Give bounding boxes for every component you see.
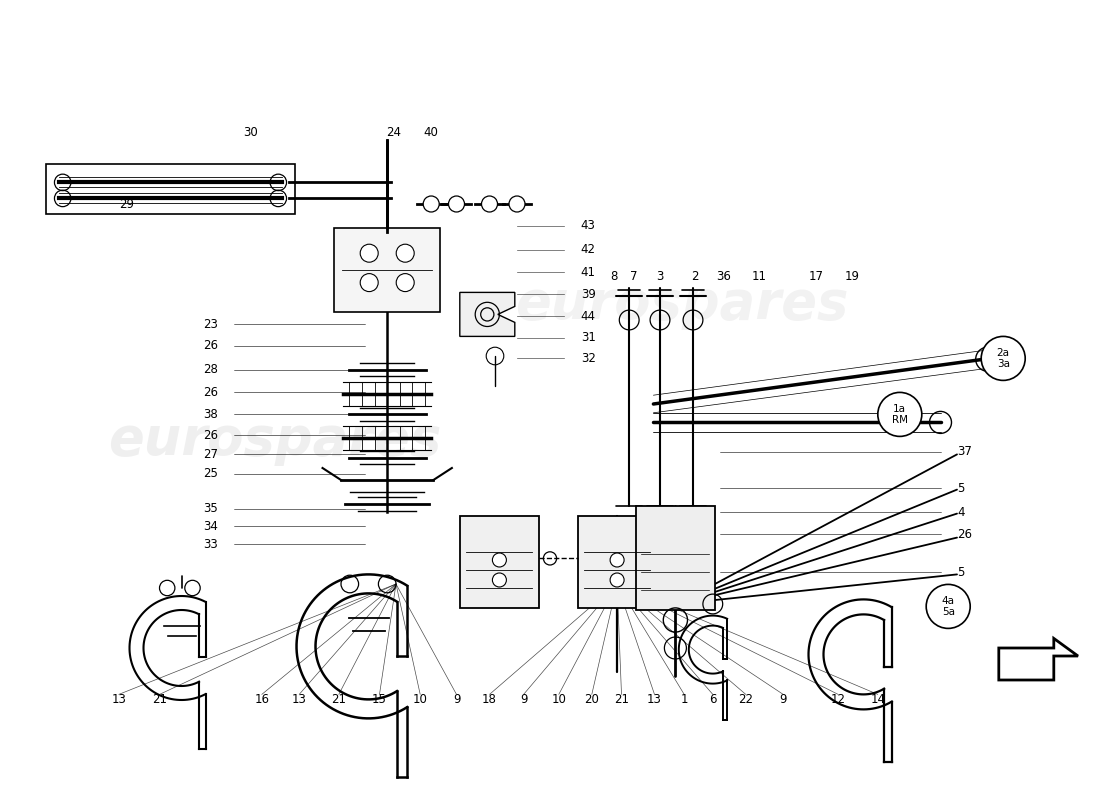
Text: 2: 2 [692, 270, 698, 283]
Circle shape [509, 196, 525, 212]
Circle shape [981, 336, 1025, 381]
Text: 10: 10 [412, 694, 428, 706]
Text: 5: 5 [957, 566, 965, 578]
Circle shape [396, 244, 415, 262]
Text: 11: 11 [751, 270, 767, 283]
Text: 21: 21 [614, 694, 629, 706]
Circle shape [424, 196, 439, 212]
Text: 42: 42 [581, 243, 596, 256]
Text: 10: 10 [551, 694, 566, 706]
Text: 13: 13 [292, 694, 307, 706]
Text: 23: 23 [202, 318, 218, 330]
Text: 39: 39 [581, 288, 596, 301]
Polygon shape [460, 293, 515, 336]
Text: 17: 17 [808, 270, 824, 283]
Text: 1a
RM: 1a RM [892, 403, 907, 426]
Text: 18: 18 [482, 694, 497, 706]
Bar [46, 164, 295, 214]
Bar [334, 228, 440, 312]
Bar [636, 506, 715, 610]
Text: 21: 21 [331, 694, 346, 706]
Text: 41: 41 [581, 266, 596, 278]
Text: eurospares: eurospares [108, 414, 442, 466]
Circle shape [449, 196, 464, 212]
Text: 3: 3 [657, 270, 663, 283]
Text: eurospares: eurospares [515, 278, 849, 330]
Text: 1: 1 [681, 694, 688, 706]
Circle shape [493, 553, 506, 567]
Text: 2a
3a: 2a 3a [997, 347, 1010, 370]
Text: 9: 9 [780, 694, 786, 706]
Text: 26: 26 [957, 528, 972, 541]
Text: 26: 26 [202, 386, 218, 398]
Text: 19: 19 [845, 270, 860, 283]
Circle shape [396, 274, 415, 292]
Text: 24: 24 [386, 126, 402, 139]
Text: 27: 27 [202, 448, 218, 461]
Text: 4: 4 [957, 506, 965, 518]
Text: 34: 34 [202, 520, 218, 533]
Text: 13: 13 [111, 694, 126, 706]
Text: 12: 12 [830, 694, 846, 706]
Text: 21: 21 [152, 694, 167, 706]
Text: 26: 26 [202, 339, 218, 352]
Polygon shape [999, 638, 1078, 680]
Text: 25: 25 [202, 467, 218, 480]
Text: 7: 7 [630, 270, 637, 283]
Circle shape [878, 393, 922, 437]
Text: 35: 35 [204, 502, 218, 515]
Circle shape [360, 244, 378, 262]
Text: 29: 29 [119, 198, 134, 211]
Text: 36: 36 [716, 270, 732, 283]
Text: 13: 13 [647, 694, 662, 706]
Text: 38: 38 [204, 408, 218, 421]
Circle shape [610, 553, 624, 567]
Circle shape [360, 274, 378, 292]
Circle shape [482, 196, 497, 212]
Text: 32: 32 [581, 352, 596, 365]
Text: 31: 31 [581, 331, 596, 344]
Text: 44: 44 [581, 310, 596, 322]
Bar [460, 516, 539, 608]
Text: 15: 15 [372, 694, 387, 706]
Text: 14: 14 [870, 694, 886, 706]
Text: 20: 20 [584, 694, 600, 706]
Text: 22: 22 [738, 694, 754, 706]
Text: 26: 26 [202, 429, 218, 442]
Circle shape [493, 573, 506, 587]
Text: 4a
5a: 4a 5a [942, 595, 955, 618]
Text: 33: 33 [204, 538, 218, 550]
Bar [578, 516, 657, 608]
Text: 16: 16 [254, 694, 270, 706]
Text: 28: 28 [202, 363, 218, 376]
Circle shape [926, 584, 970, 629]
Text: 30: 30 [243, 126, 258, 139]
Text: 9: 9 [453, 694, 460, 706]
Text: 5: 5 [957, 482, 965, 494]
Text: 40: 40 [424, 126, 439, 139]
Text: 9: 9 [520, 694, 527, 706]
Text: 37: 37 [957, 446, 972, 458]
Text: 43: 43 [581, 219, 596, 232]
Circle shape [610, 573, 624, 587]
Text: 8: 8 [610, 270, 617, 283]
Text: 6: 6 [710, 694, 716, 706]
